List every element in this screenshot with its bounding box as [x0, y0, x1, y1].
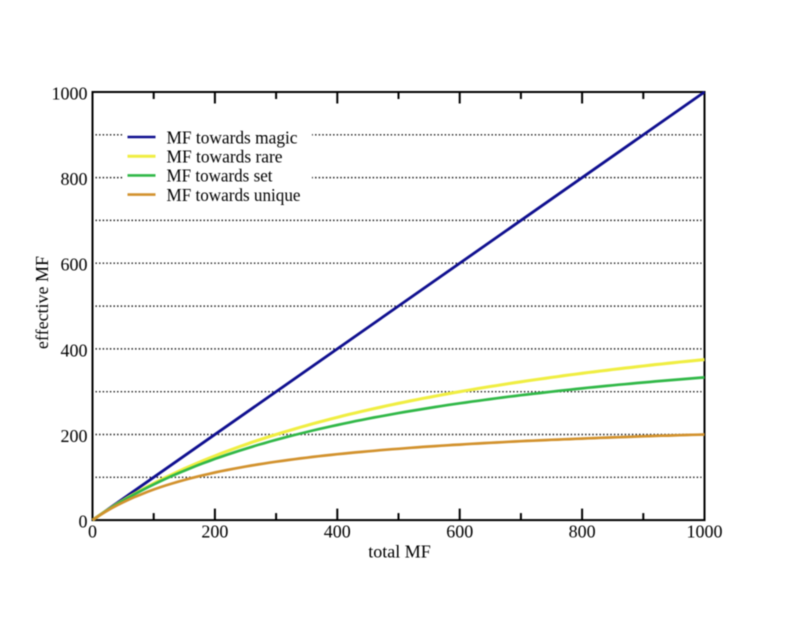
svg-text:total MF: total MF: [368, 542, 431, 562]
svg-text:600: 600: [446, 522, 473, 542]
svg-text:MF towards set: MF towards set: [167, 166, 273, 186]
svg-text:1000: 1000: [52, 84, 88, 104]
svg-text:400: 400: [324, 522, 351, 542]
svg-text:0: 0: [88, 522, 97, 542]
svg-text:800: 800: [61, 169, 88, 189]
svg-text:200: 200: [201, 522, 228, 542]
svg-text:MF towards rare: MF towards rare: [167, 147, 283, 167]
svg-text:0: 0: [79, 512, 88, 532]
svg-text:800: 800: [569, 522, 596, 542]
svg-text:400: 400: [61, 340, 88, 360]
svg-text:600: 600: [61, 255, 88, 275]
svg-text:MF towards magic: MF towards magic: [167, 127, 298, 147]
svg-text:effective MF: effective MF: [32, 256, 52, 349]
svg-text:1000: 1000: [687, 522, 723, 542]
svg-text:200: 200: [61, 426, 88, 446]
svg-text:MF towards unique: MF towards unique: [167, 185, 301, 205]
